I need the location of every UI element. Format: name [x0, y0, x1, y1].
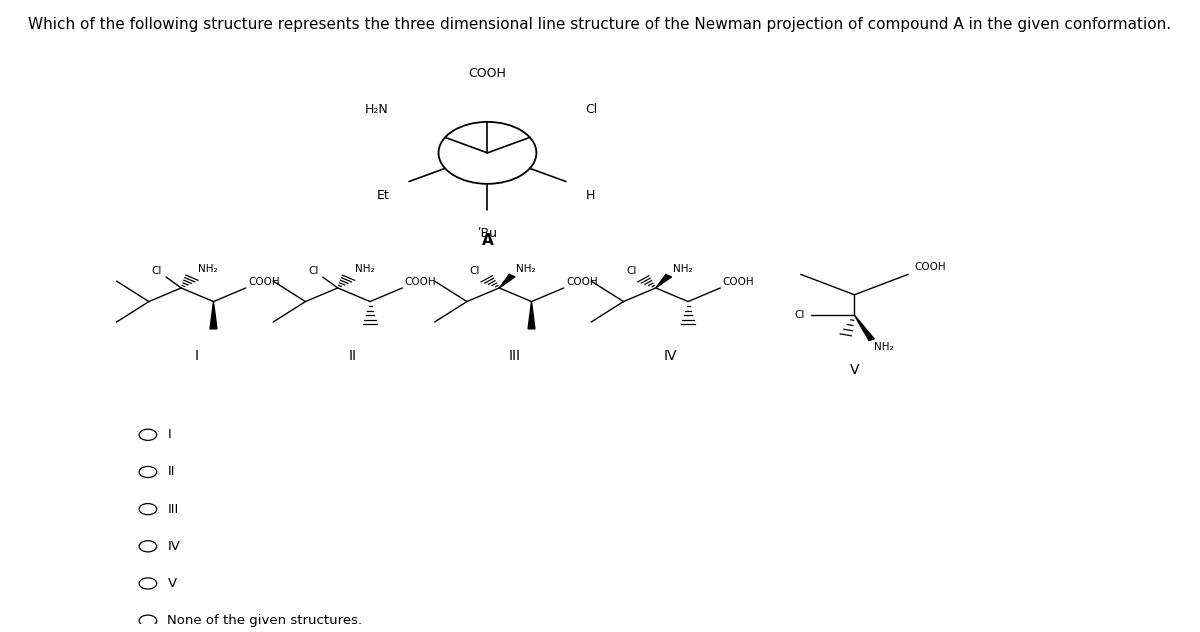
Text: Which of the following structure represents the three dimensional line structure: Which of the following structure represe…	[29, 16, 1171, 32]
Text: I: I	[194, 349, 198, 363]
Polygon shape	[210, 301, 217, 329]
Text: COOH: COOH	[404, 277, 436, 286]
Text: Cl: Cl	[794, 310, 805, 320]
Text: Cl: Cl	[308, 265, 318, 276]
Text: IV: IV	[168, 540, 180, 553]
Text: NH₂: NH₂	[673, 264, 692, 274]
Text: COOH: COOH	[468, 68, 506, 80]
Text: Cl: Cl	[626, 265, 636, 276]
Text: II: II	[168, 465, 175, 478]
Polygon shape	[499, 274, 515, 288]
Text: V: V	[168, 577, 176, 590]
Text: Cl: Cl	[586, 102, 598, 116]
Polygon shape	[528, 301, 535, 329]
Text: COOH: COOH	[722, 277, 754, 286]
Polygon shape	[854, 315, 875, 341]
Text: ʹBu: ʹBu	[478, 228, 498, 240]
Text: Cl: Cl	[151, 265, 162, 276]
Polygon shape	[655, 274, 672, 288]
Text: NH₂: NH₂	[874, 343, 894, 353]
Text: COOH: COOH	[914, 262, 947, 272]
Text: NH₂: NH₂	[198, 264, 218, 274]
Text: III: III	[168, 502, 179, 516]
Text: H₂N: H₂N	[365, 102, 389, 116]
Text: I: I	[168, 428, 172, 441]
Text: IV: IV	[664, 349, 678, 363]
Text: NH₂: NH₂	[355, 264, 374, 274]
Text: COOH: COOH	[248, 277, 280, 286]
Text: V: V	[850, 363, 859, 377]
Text: Et: Et	[377, 189, 389, 202]
Text: A: A	[481, 233, 493, 248]
Text: Cl: Cl	[469, 265, 480, 276]
Text: COOH: COOH	[566, 277, 598, 286]
Text: None of the given structures.: None of the given structures.	[168, 614, 362, 627]
Text: H: H	[586, 189, 595, 202]
Text: NH₂: NH₂	[516, 264, 536, 274]
Text: II: II	[349, 349, 356, 363]
Text: III: III	[509, 349, 521, 363]
